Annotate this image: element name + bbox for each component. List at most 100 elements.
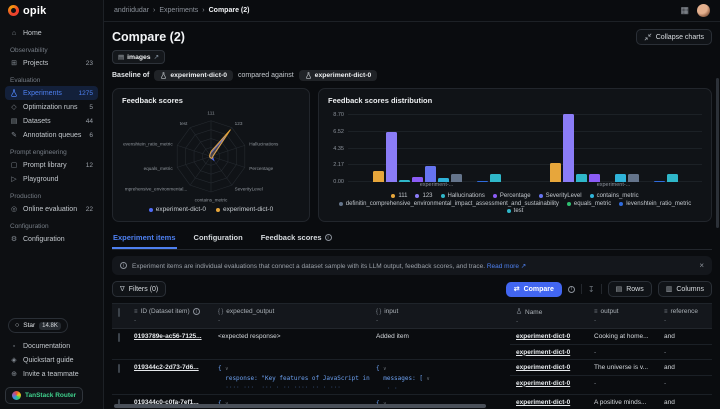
- count-badge: 1275: [78, 89, 93, 97]
- feedback-scores-distribution-card: Feedback scores distribution 8.70 6.52 4.3…: [318, 88, 712, 222]
- tab-experiment-items[interactable]: Experiment items: [112, 230, 177, 249]
- avatar[interactable]: [697, 4, 710, 17]
- collapse-chevron-icon[interactable]: ∨: [426, 375, 430, 382]
- rows-button[interactable]: ▤ Rows: [607, 281, 652, 297]
- sidebar-item-optimization-runs[interactable]: ◇ Optimization runs 5: [11, 103, 93, 112]
- experiment-link[interactable]: experiment-dict-0: [516, 364, 571, 371]
- legend-item[interactable]: test: [506, 208, 523, 214]
- legend-item[interactable]: experiment-dict-0: [148, 206, 206, 213]
- legend-item[interactable]: 111: [391, 193, 407, 199]
- column-header-reference[interactable]: ≡ reference -: [664, 308, 698, 324]
- compared-experiment-chip[interactable]: experiment-dict-0: [298, 70, 378, 81]
- info-icon[interactable]: i: [567, 285, 575, 293]
- sidebar-item-home[interactable]: ⌂ Home: [5, 26, 98, 40]
- bar-chart-y-axis: 8.70 6.52 4.35 2.17 0.00: [333, 112, 344, 185]
- github-star-button[interactable]: ○ Star 14.8K: [8, 318, 68, 333]
- bar: [666, 174, 678, 182]
- legend-dot: [391, 194, 396, 198]
- bar: [575, 174, 587, 182]
- tab-configuration[interactable]: Configuration: [193, 233, 243, 242]
- legend-item[interactable]: experiment-dict-0: [216, 206, 273, 213]
- count-badge: 5: [89, 103, 93, 111]
- collapse-chevron-icon[interactable]: ∨: [383, 366, 387, 372]
- dataset-item-id-link[interactable]: 019344c0-c0fa-7ef1...: [134, 399, 199, 406]
- svg-text:test: test: [180, 121, 188, 126]
- breadcrumb-separator: ›: [153, 7, 156, 14]
- collapse-chevron-icon[interactable]: ∨: [225, 366, 229, 372]
- breadcrumb-workspace[interactable]: andriidudar: [114, 7, 150, 14]
- vertical-scrollbar[interactable]: [716, 78, 719, 228]
- horizontal-scrollbar[interactable]: [114, 404, 486, 408]
- sidebar-section-production: Production: [10, 193, 42, 200]
- table-row[interactable]: 0193789e-ac56-7125... <expected response…: [112, 329, 712, 360]
- apps-grid-icon[interactable]: ▦: [680, 5, 689, 15]
- online-evaluation-icon: ◎: [10, 206, 18, 213]
- flask-icon: [516, 308, 522, 316]
- external-link-icon: ↗: [520, 262, 527, 270]
- reference-cell: and -: [658, 329, 712, 359]
- experiment-link[interactable]: experiment-dict-0: [516, 348, 571, 356]
- documentation-icon: ▫: [12, 342, 16, 350]
- select-all-checkbox[interactable]: [118, 308, 120, 317]
- main-content: Compare (2) Collapse charts ▤ images ↗ B…: [104, 22, 720, 409]
- baseline-experiment-chip[interactable]: experiment-dict-0: [154, 70, 234, 81]
- dataset-item-id-link[interactable]: 0193789e-ac56-7125...: [134, 333, 202, 340]
- sidebar-item-datasets[interactable]: ▤ Datasets 44: [10, 117, 93, 126]
- sidebar-item-prompt-library[interactable]: ▢ Prompt library 12: [10, 161, 93, 170]
- sidebar-item-documentation[interactable]: ▫ Documentation: [5, 339, 98, 353]
- legend-item[interactable]: Hallucinations: [440, 193, 485, 199]
- info-banner: i Experiment items are individual evalua…: [112, 256, 712, 275]
- row-checkbox[interactable]: [118, 364, 120, 373]
- row-checkbox[interactable]: [118, 333, 120, 342]
- tab-feedback-scores[interactable]: Feedback scores i: [260, 230, 333, 249]
- collapse-charts-button[interactable]: Collapse charts: [635, 29, 712, 45]
- sidebar-item-online-evaluation[interactable]: ◎ Online evaluation 22: [10, 205, 93, 214]
- legend-dot: [440, 194, 445, 198]
- sidebar-item-experiments[interactable]: Experiments 1275: [5, 86, 98, 100]
- prompt-library-icon: ▢: [10, 162, 18, 169]
- breadcrumb-experiments[interactable]: Experiments: [159, 7, 199, 14]
- output-cell: A positive minds...: [594, 399, 647, 406]
- legend-item[interactable]: 123: [415, 193, 433, 199]
- experiment-link[interactable]: experiment-dict-0: [516, 379, 571, 387]
- bar-group-label: experiment-...: [596, 182, 631, 188]
- sidebar: opik ⌂ Home Observability ⊞ Projects 23 …: [0, 0, 104, 409]
- legend-item[interactable]: SeverityLevel: [538, 193, 582, 199]
- column-header-name[interactable]: Name -: [516, 308, 543, 325]
- legend-item[interactable]: levenshtein_ratio_metric: [619, 201, 691, 207]
- download-icon[interactable]: ↧: [587, 284, 595, 294]
- legend-item[interactable]: definitin_comprehensive_environmental_im…: [338, 201, 559, 207]
- read-more-link[interactable]: Read more: [486, 262, 519, 270]
- columns-button[interactable]: ▥ Columns: [657, 281, 712, 297]
- legend-item[interactable]: contains_metric: [589, 193, 639, 199]
- sidebar-item-projects[interactable]: ⊞ Projects 23: [11, 59, 93, 68]
- sidebar-item-playground[interactable]: ▷ Playground: [11, 175, 59, 184]
- compare-button[interactable]: ⇄ Compare: [505, 281, 562, 297]
- column-header-input[interactable]: { } input -: [376, 308, 399, 324]
- legend-item[interactable]: Percentage: [492, 193, 531, 199]
- bar-group: [525, 111, 702, 182]
- tanstack-router-badge[interactable]: TanStack Router: [5, 387, 84, 404]
- sidebar-item-annotation-queues[interactable]: ✎ Annotation queues 6: [11, 131, 93, 140]
- column-header-id[interactable]: ≡ ID (Dataset item) i -: [128, 304, 212, 328]
- sidebar-item-invite[interactable]: ⊕ Invite a teammate: [11, 370, 79, 379]
- experiment-link[interactable]: experiment-dict-0: [516, 399, 571, 406]
- dataset-item-id-link[interactable]: 019344c2-2d73-7d6...: [134, 364, 199, 371]
- sidebar-item-configuration[interactable]: ⚙ Configuration: [10, 235, 65, 244]
- flask-icon: [305, 72, 311, 79]
- sidebar-item-quickstart[interactable]: ◈ Quickstart guide: [11, 356, 74, 365]
- sidebar-nav: ⌂ Home Observability ⊞ Projects 23 Evalu…: [5, 26, 98, 246]
- column-header-expected-output[interactable]: { } expected_output -: [218, 308, 275, 324]
- legend-item[interactable]: equals_metric: [566, 201, 611, 207]
- bar: [450, 174, 462, 182]
- close-icon[interactable]: ×: [699, 261, 704, 270]
- dataset-tag[interactable]: ▤ images ↗: [112, 50, 166, 64]
- experiment-link[interactable]: experiment-dict-0: [516, 333, 571, 340]
- table-row[interactable]: 019344c2-2d73-7d6... { ∨ response: "Key …: [112, 360, 712, 395]
- github-icon: ○: [15, 322, 20, 329]
- column-header-output[interactable]: ≡ output -: [594, 308, 619, 324]
- filters-button[interactable]: ∇ Filters (0): [112, 281, 167, 297]
- svg-text:equals_metric: equals_metric: [144, 166, 174, 171]
- bar: [627, 174, 639, 182]
- logo[interactable]: opik: [5, 0, 98, 22]
